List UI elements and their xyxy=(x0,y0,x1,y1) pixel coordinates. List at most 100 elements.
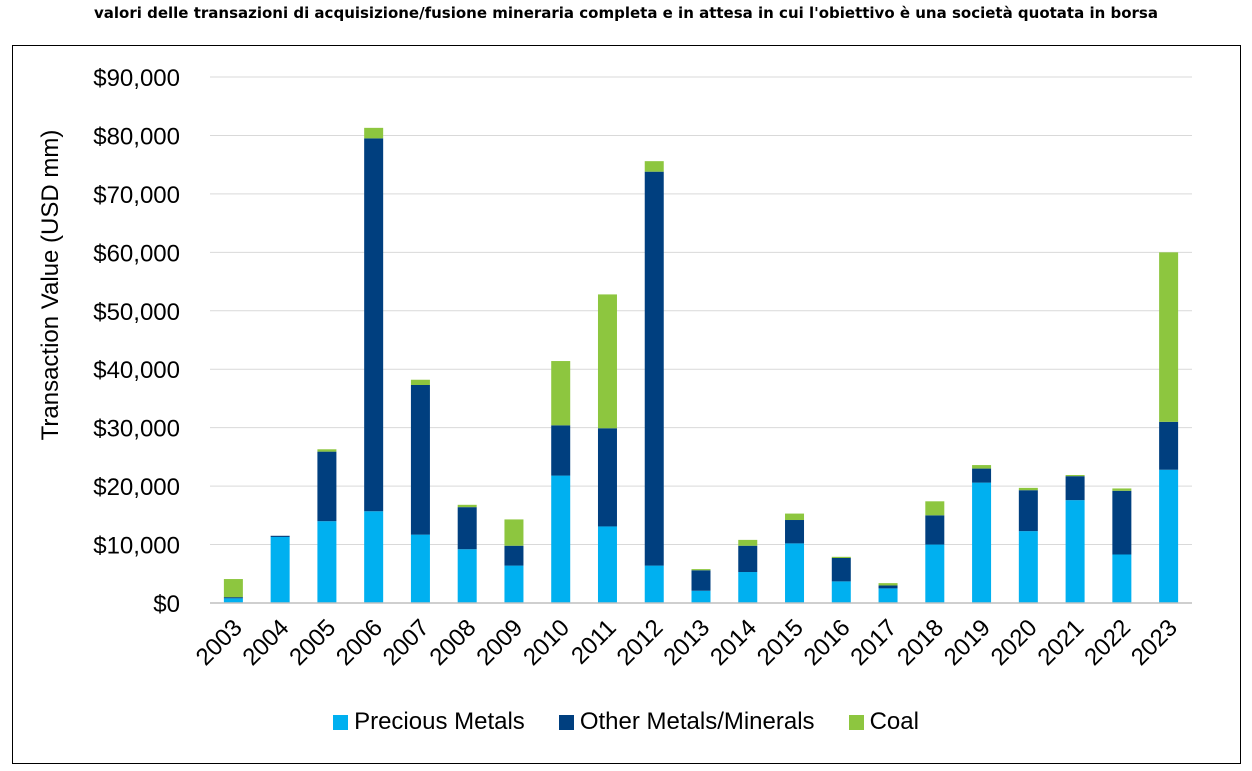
bar-2021-other-metals-minerals xyxy=(1065,476,1085,501)
bar-2013-coal xyxy=(691,569,711,571)
bar-2016-other-metals-minerals xyxy=(831,557,851,582)
x-tick-label: 2016 xyxy=(799,614,856,671)
x-tick-label: 2023 xyxy=(1126,614,1183,671)
bar-2005-other-metals-minerals xyxy=(317,451,337,522)
x-tick-label: 2010 xyxy=(518,614,575,671)
x-tick-label: 2017 xyxy=(845,614,902,671)
bar-2019-other-metals-minerals xyxy=(972,468,992,483)
bar-2015-precious-metals xyxy=(785,543,805,603)
bar-2017-coal xyxy=(878,583,898,586)
bar-2007-other-metals-minerals xyxy=(410,385,430,535)
x-tick-label: 2006 xyxy=(331,614,388,671)
bar-2010-other-metals-minerals xyxy=(551,425,571,476)
bar-2011-precious-metals xyxy=(597,526,617,603)
bar-2023-precious-metals xyxy=(1159,469,1179,603)
x-tick-label: 2007 xyxy=(378,614,435,671)
bar-2012-other-metals-minerals xyxy=(644,171,664,566)
bar-2009-precious-metals xyxy=(504,565,524,603)
bar-2019-coal xyxy=(972,465,992,469)
chart-frame xyxy=(12,45,1241,764)
bar-2017-precious-metals xyxy=(878,588,898,603)
bar-2007-precious-metals xyxy=(410,534,430,603)
bar-2003-precious-metals xyxy=(223,598,243,603)
y-tick-label: $70,000 xyxy=(93,182,180,209)
legend-label-other-metals: Other Metals/Minerals xyxy=(579,708,815,735)
legend-item-precious-metals: Precious Metals xyxy=(333,708,525,736)
bar-2006-coal xyxy=(364,127,384,139)
bar-2005-precious-metals xyxy=(317,521,337,603)
x-tick-label: 2018 xyxy=(892,614,949,671)
bar-2006-other-metals-minerals xyxy=(364,138,384,512)
x-tick-label: 2022 xyxy=(1079,614,1136,671)
bar-2018-coal xyxy=(925,501,945,516)
bar-2006-precious-metals xyxy=(364,511,384,603)
page-title: valori delle transazioni di acquisizione… xyxy=(94,4,1158,22)
bar-2017-other-metals-minerals xyxy=(878,585,898,589)
bar-2016-precious-metals xyxy=(831,581,851,603)
bar-2011-coal xyxy=(597,294,617,429)
y-tick-label: $10,000 xyxy=(93,533,180,560)
bar-2023-other-metals-minerals xyxy=(1159,421,1179,470)
x-tick-label: 2012 xyxy=(612,614,669,671)
bar-2018-precious-metals xyxy=(925,544,945,603)
x-tick-label: 2011 xyxy=(566,614,622,670)
bar-2022-other-metals-minerals xyxy=(1112,490,1132,555)
x-tick-label: 2005 xyxy=(284,614,341,671)
x-tick-label: 2009 xyxy=(471,614,528,671)
legend: Precious Metals Other Metals/Minerals Co… xyxy=(0,708,1252,736)
bar-2015-coal xyxy=(785,513,805,521)
bar-2011-other-metals-minerals xyxy=(597,428,617,527)
bar-2020-other-metals-minerals xyxy=(1018,490,1038,532)
y-tick-label: $60,000 xyxy=(93,240,180,267)
bar-2014-coal xyxy=(738,539,758,546)
bar-2009-other-metals-minerals xyxy=(504,545,524,566)
bar-2012-precious-metals xyxy=(644,565,664,603)
y-tick-label: $40,000 xyxy=(93,357,180,384)
x-tick-label: 2019 xyxy=(939,614,996,671)
bar-2010-coal xyxy=(551,361,571,426)
bar-2010-precious-metals xyxy=(551,475,571,603)
y-tick-label: $20,000 xyxy=(93,474,180,501)
bar-2014-precious-metals xyxy=(738,572,758,603)
x-tick-label: 2014 xyxy=(705,614,762,671)
legend-item-other-metals: Other Metals/Minerals xyxy=(558,708,815,736)
y-tick-label: $30,000 xyxy=(93,416,180,443)
x-tick-label: 2021 xyxy=(1032,614,1089,671)
legend-swatch-coal xyxy=(848,714,864,730)
bar-2015-other-metals-minerals xyxy=(785,520,805,544)
x-tick-label: 2013 xyxy=(658,614,715,671)
x-tick-label: 2003 xyxy=(191,614,248,671)
legend-swatch-precious-metals xyxy=(333,714,349,730)
x-tick-label: 2004 xyxy=(238,614,295,671)
bar-2021-coal xyxy=(1065,475,1085,477)
bar-2008-precious-metals xyxy=(457,549,477,603)
bar-2008-coal xyxy=(457,504,477,508)
y-tick-label: $50,000 xyxy=(93,299,180,326)
x-tick-label: 2020 xyxy=(986,614,1043,671)
bar-2019-precious-metals xyxy=(972,482,992,603)
bar-2005-coal xyxy=(317,449,337,452)
bar-2013-other-metals-minerals xyxy=(691,570,711,591)
y-tick-label: $80,000 xyxy=(93,123,180,150)
bar-2009-coal xyxy=(504,519,524,546)
bar-2004-precious-metals xyxy=(270,536,290,603)
x-tick-label: 2008 xyxy=(425,614,482,671)
bar-2022-coal xyxy=(1112,488,1132,491)
bar-2013-precious-metals xyxy=(691,590,711,603)
bars xyxy=(223,127,1179,603)
y-tick-label: $0 xyxy=(153,591,180,618)
bar-2022-precious-metals xyxy=(1112,554,1132,603)
bar-2021-precious-metals xyxy=(1065,500,1085,603)
bar-2014-other-metals-minerals xyxy=(738,545,758,573)
bar-2023-coal xyxy=(1159,252,1179,422)
bar-2016-coal xyxy=(831,556,851,558)
legend-item-coal: Coal xyxy=(848,708,919,736)
x-tick-label: 2015 xyxy=(752,614,809,671)
bar-2018-other-metals-minerals xyxy=(925,515,945,545)
bar-2008-other-metals-minerals xyxy=(457,507,477,550)
legend-label-precious-metals: Precious Metals xyxy=(354,708,525,735)
y-tick-label: $90,000 xyxy=(93,65,180,92)
bar-2012-coal xyxy=(644,161,664,172)
bar-2003-coal xyxy=(223,579,243,598)
